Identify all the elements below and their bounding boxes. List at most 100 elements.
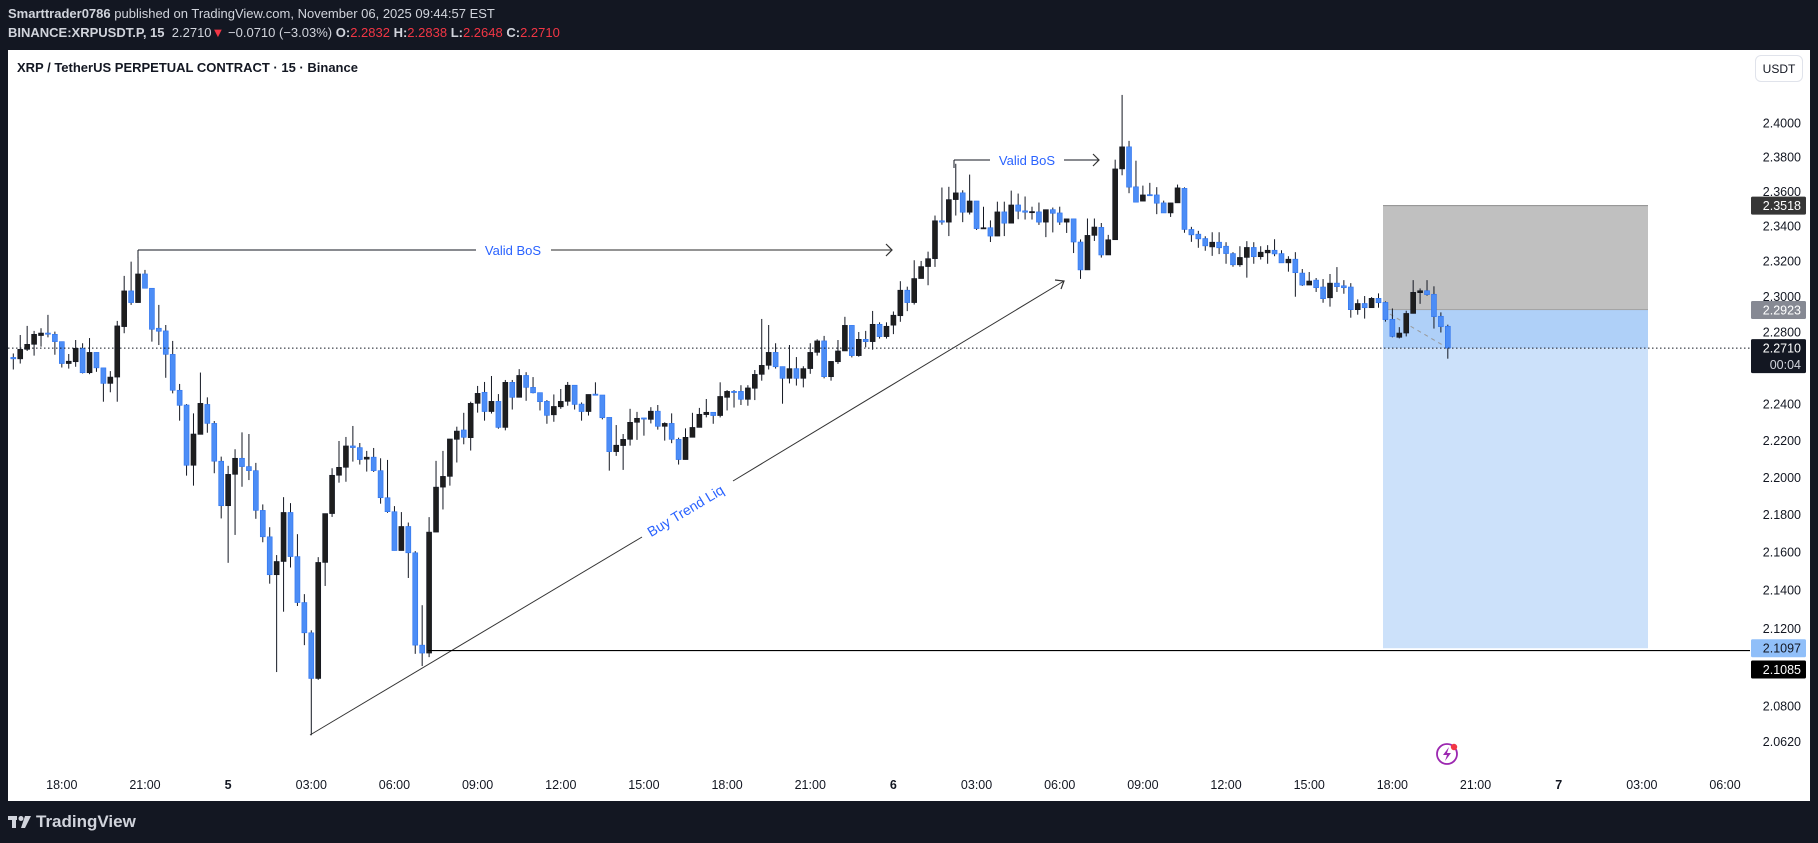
time-axis-label: 6 (890, 778, 897, 792)
position-risk-zone[interactable] (1383, 205, 1648, 311)
candle (1438, 312, 1444, 333)
candle (869, 310, 876, 350)
candle-body (939, 220, 945, 223)
candle-body (1119, 146, 1125, 170)
candle-body (454, 430, 460, 440)
candle-body (599, 394, 606, 419)
candle-body (329, 474, 335, 514)
candle (1181, 187, 1188, 233)
candle (1112, 159, 1118, 241)
candle-body (266, 536, 273, 576)
candle-body (911, 278, 918, 303)
candle (530, 377, 536, 394)
close-label: C: (506, 25, 521, 40)
candle (65, 354, 72, 369)
currency-button[interactable]: USDT (1755, 55, 1803, 82)
candle-body (1223, 245, 1229, 254)
candle-body (1056, 212, 1063, 223)
candle (197, 372, 204, 435)
candle-body (564, 384, 571, 402)
candle-body (343, 445, 349, 468)
candle (1244, 241, 1250, 278)
candle-body (93, 352, 100, 369)
candle (287, 503, 294, 568)
price-axis-label: 2.3800 (1763, 151, 1801, 165)
candle-body (1195, 233, 1202, 240)
candle-body (952, 192, 959, 200)
candle (509, 379, 516, 410)
candle-body (745, 387, 751, 400)
candle (1271, 239, 1278, 257)
candle (1230, 252, 1236, 267)
candle-body (59, 341, 65, 364)
candle-body (1077, 241, 1084, 271)
candle (1126, 140, 1132, 194)
price-axis-label: 2.2000 (1763, 471, 1801, 485)
candle-body (869, 323, 876, 342)
candle-body (883, 325, 890, 337)
candle-body (322, 513, 328, 563)
author-name[interactable]: Smarttrader0786 (8, 6, 111, 21)
candle-body (1001, 211, 1008, 224)
candle-body (315, 562, 322, 679)
candle (648, 407, 654, 424)
candle-body (849, 325, 855, 356)
candle-body (682, 437, 689, 460)
candle (1105, 234, 1112, 256)
candle-body (45, 332, 51, 335)
price-tag-bg (1751, 660, 1806, 679)
candle-body (758, 365, 765, 375)
candle (890, 311, 897, 335)
position-open-profit-zone[interactable] (1383, 310, 1648, 349)
trendline-upper[interactable] (732, 280, 1065, 482)
time-axis-label: 21:00 (129, 778, 160, 792)
candle-body (1098, 227, 1105, 256)
candle (1313, 278, 1319, 292)
candle (467, 401, 474, 451)
candle (710, 411, 717, 424)
price-axis-label: 2.3200 (1763, 255, 1801, 269)
price-axis-label: 2.2400 (1763, 398, 1801, 412)
candle (738, 385, 744, 405)
candle-body (1036, 211, 1042, 223)
candle-body (419, 644, 425, 654)
candle (107, 371, 114, 393)
candle (668, 413, 675, 444)
candle (114, 320, 121, 402)
candle (557, 389, 564, 409)
candle (1008, 190, 1015, 224)
candle-body (578, 403, 585, 412)
candle-body (1105, 239, 1112, 256)
candle (246, 434, 252, 481)
candle-body (661, 423, 668, 427)
tradingview-logo[interactable]: TradingView (8, 812, 136, 832)
candle-body (391, 511, 398, 551)
candle-body (114, 325, 121, 378)
candle (121, 275, 127, 334)
price-axis-label: 2.1800 (1763, 508, 1801, 522)
position-reward-zone[interactable] (1383, 348, 1648, 649)
candle (682, 428, 689, 460)
candle (1299, 269, 1306, 286)
candle (24, 325, 30, 351)
candle (689, 412, 696, 438)
price-tag-value: 2.3518 (1763, 199, 1801, 213)
candle (266, 527, 273, 584)
candle (855, 331, 862, 357)
candle (135, 256, 141, 303)
candle-body (1403, 313, 1410, 334)
candle (946, 186, 952, 237)
candle (1375, 293, 1382, 308)
trendline-lower[interactable] (309, 536, 643, 736)
axes[interactable]: 2.4000 2.3800 2.3600 2.3400 2.3200 2.3000 2.28… (8, 117, 1806, 793)
drawings[interactable]: Valid BoS Valid BoS Buy Trend Liq (137, 153, 1100, 736)
candle (1237, 246, 1243, 267)
candle-body (412, 552, 419, 646)
alert-lightning-icon[interactable] (1436, 743, 1458, 765)
candle (495, 394, 502, 429)
candle-body (176, 389, 183, 406)
candle (218, 456, 224, 519)
candle (363, 450, 370, 472)
short-position-tool[interactable] (1382, 205, 1648, 649)
